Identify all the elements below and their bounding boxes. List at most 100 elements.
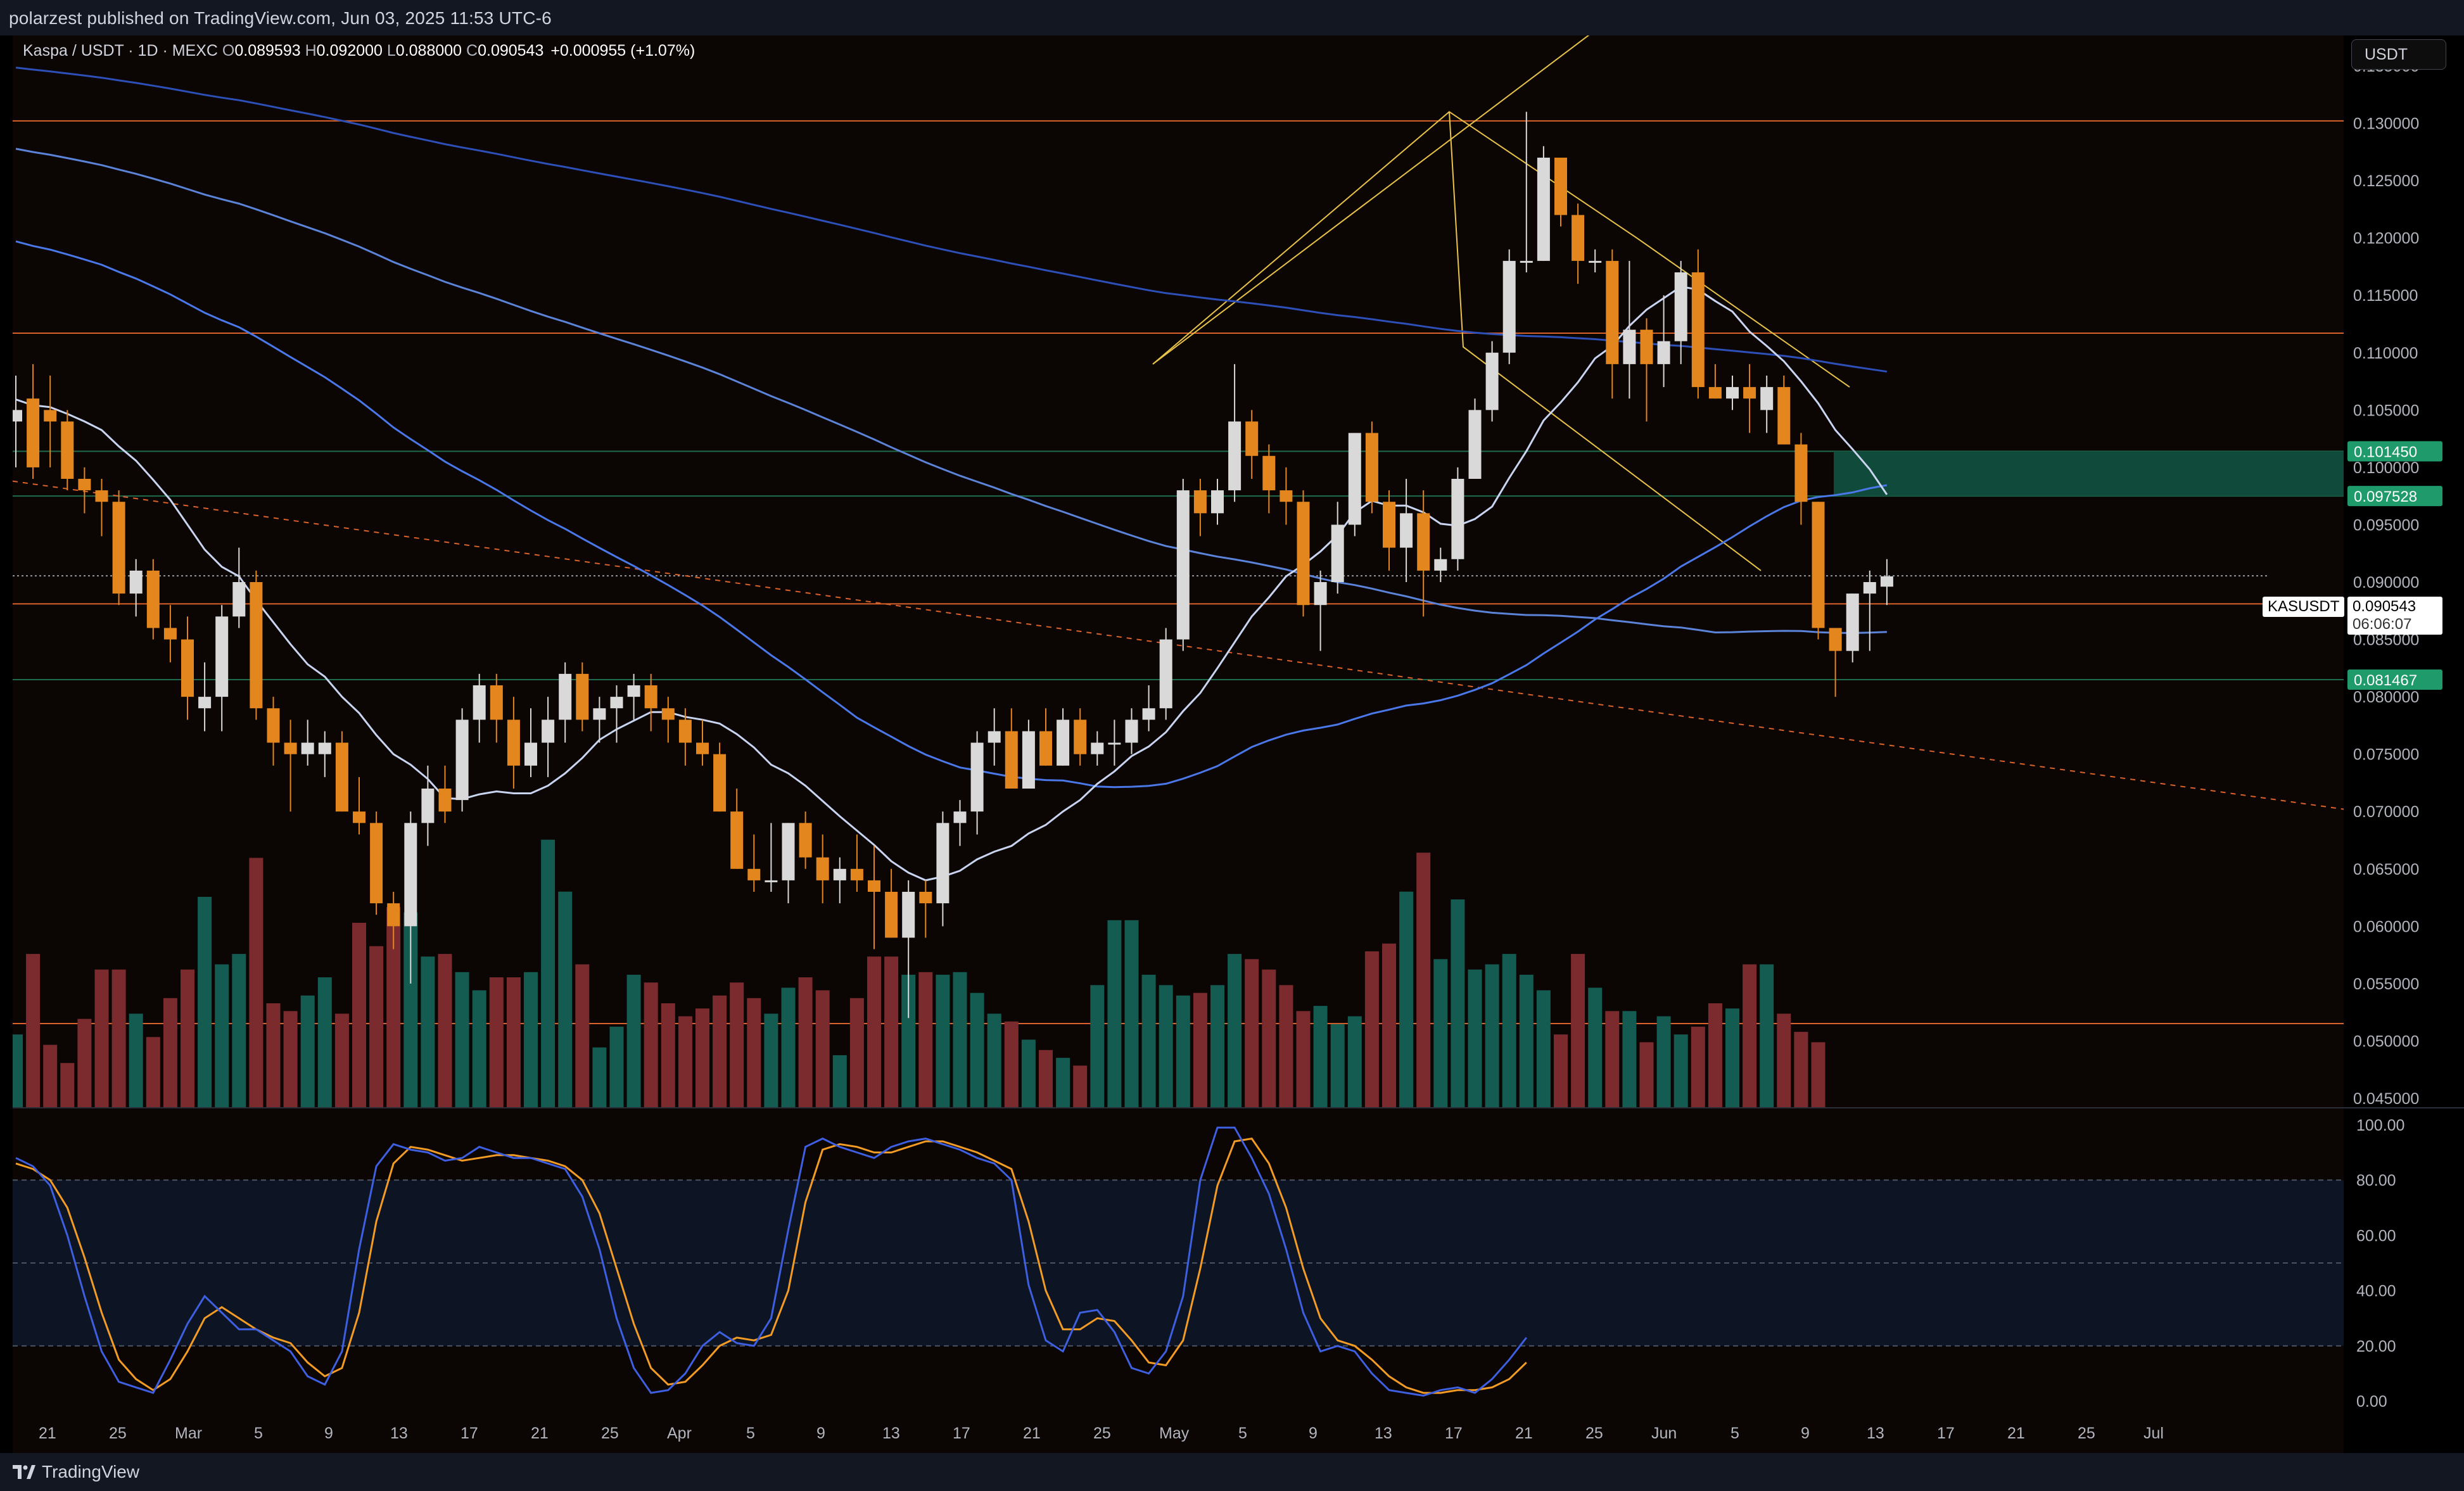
volume-bar xyxy=(867,956,881,1107)
tradingview-logo[interactable]: TradingView xyxy=(13,1462,139,1482)
candle-body xyxy=(1400,513,1413,548)
stoch-k-line xyxy=(15,1126,1527,1397)
candle xyxy=(284,720,297,812)
date-tick-label: May xyxy=(1159,1424,1190,1442)
candle xyxy=(1434,547,1447,582)
date-tick-label: Jun xyxy=(1651,1424,1677,1442)
date-tick-label: 9 xyxy=(1801,1424,1810,1442)
published-text: polarzest published on TradingView.com, … xyxy=(9,8,552,28)
volume-bar xyxy=(1519,974,1534,1107)
volume-bar xyxy=(884,956,899,1107)
candle xyxy=(232,547,246,628)
volume-bar xyxy=(369,946,384,1107)
volume-bar xyxy=(1691,1026,1705,1107)
candle xyxy=(44,376,57,467)
volume-bar xyxy=(249,858,264,1107)
volume-bar xyxy=(626,974,641,1107)
candle xyxy=(1606,249,1619,399)
volume-bar xyxy=(575,964,590,1107)
date-tick-label: 13 xyxy=(390,1424,408,1442)
volume-bar xyxy=(1760,964,1774,1107)
candle-body xyxy=(988,731,1001,743)
candle-body xyxy=(1794,444,1808,502)
candle-body xyxy=(1846,593,1859,651)
publisher-bar: polarzest published on TradingView.com, … xyxy=(0,0,2464,35)
volume-bar xyxy=(1039,1050,1053,1107)
volume-bar xyxy=(1313,1006,1328,1107)
volume-bar xyxy=(1347,1016,1362,1107)
volume-bar xyxy=(815,990,830,1107)
candle-body xyxy=(1314,582,1327,606)
volume-bar xyxy=(1485,964,1499,1107)
candle xyxy=(13,376,22,467)
volume-bar xyxy=(111,969,126,1107)
candle-body xyxy=(1520,260,1533,263)
date-tick-label: 25 xyxy=(109,1424,127,1442)
volume-bar xyxy=(1056,1058,1070,1107)
candle xyxy=(936,811,949,927)
candle-body xyxy=(267,708,280,743)
date-tick-label: 21 xyxy=(531,1424,549,1442)
volume-bar xyxy=(1141,974,1156,1107)
volume-bar xyxy=(1330,1024,1345,1107)
candle-body xyxy=(78,479,91,491)
candle-body xyxy=(953,811,967,823)
candle-body xyxy=(146,570,160,628)
candle xyxy=(644,673,657,732)
candle xyxy=(970,731,984,835)
candle-body xyxy=(1502,260,1516,353)
stoch-tick-label: 80.00 xyxy=(2356,1172,2396,1190)
candle-body xyxy=(455,720,469,801)
volume-bar xyxy=(146,1037,160,1107)
candle-body xyxy=(112,502,125,594)
candle xyxy=(1777,376,1791,445)
volume-bar xyxy=(232,954,246,1107)
candle-body xyxy=(1726,387,1739,399)
candle xyxy=(1245,410,1259,479)
date-tick-label: 17 xyxy=(1445,1424,1463,1442)
candle xyxy=(1193,479,1207,536)
candle xyxy=(1331,502,1344,594)
candle-body xyxy=(936,823,949,904)
level-tag xyxy=(2347,486,2442,507)
volume-bar xyxy=(1811,1042,1826,1107)
candle xyxy=(163,605,177,663)
currency-button[interactable]: USDT xyxy=(2351,39,2446,70)
price-tick-label: 0.115000 xyxy=(2353,287,2418,305)
candle xyxy=(1743,364,1756,433)
volume-bar xyxy=(386,907,401,1107)
volume-bar xyxy=(901,974,916,1107)
volume-bar xyxy=(987,1013,1001,1107)
volume-bar xyxy=(970,993,984,1107)
candle xyxy=(181,616,194,720)
candle xyxy=(27,364,40,479)
date-tick-label: 21 xyxy=(2007,1424,2025,1442)
candle-body xyxy=(1691,272,1705,388)
price-tick-label: 0.055000 xyxy=(2353,975,2419,993)
symbol-legend: Kaspa / USDT · 1D · MEXC O0.089593 H0.09… xyxy=(23,42,695,60)
volume-bar xyxy=(506,977,521,1107)
footer-bar: TradingView xyxy=(0,1453,2464,1491)
candle-body xyxy=(1829,628,1842,651)
candle-body xyxy=(542,720,555,743)
chart-area[interactable]: 0.1350000.1300000.1250000.1200000.115000… xyxy=(13,35,2464,1453)
volume-bar xyxy=(1107,920,1122,1107)
candle xyxy=(1794,433,1808,525)
candle xyxy=(902,880,915,1018)
price-tick-label: 0.125000 xyxy=(2353,172,2419,190)
level-tag xyxy=(2347,669,2442,690)
volume-bar xyxy=(94,969,109,1107)
chart-canvas[interactable]: 0.1350000.1300000.1250000.1200000.115000… xyxy=(13,35,2464,1453)
price-tick-label: 0.100000 xyxy=(2353,459,2419,477)
volume-bar xyxy=(1416,853,1431,1107)
symbol-price-tag: KASUSDT xyxy=(2263,597,2345,617)
candle xyxy=(267,697,280,766)
volume-bar xyxy=(695,1008,709,1107)
volume-bar xyxy=(1673,1034,1688,1107)
volume-bar xyxy=(730,982,744,1107)
date-tick-label: 17 xyxy=(1937,1424,1955,1442)
candle xyxy=(1691,249,1705,399)
volume-bar xyxy=(26,954,41,1107)
candle xyxy=(1314,570,1327,651)
date-tick-label: 25 xyxy=(601,1424,619,1442)
